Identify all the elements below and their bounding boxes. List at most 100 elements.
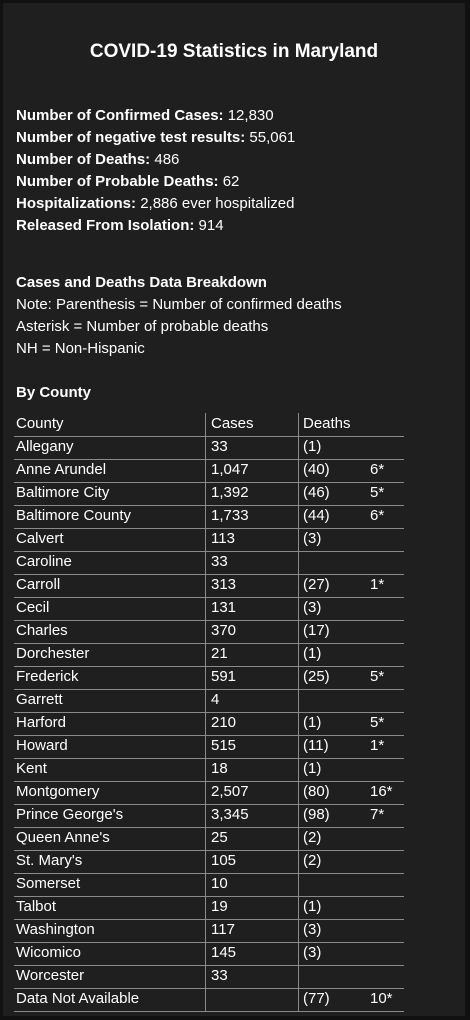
deaths-cell: (1): [303, 898, 322, 915]
stat-label: Number of Probable Deaths:: [16, 173, 219, 190]
stat-label: Number of negative test results:: [16, 129, 246, 146]
row-divider: [14, 1011, 404, 1012]
stat-label: Number of Deaths:: [16, 151, 151, 168]
county-cell: Charles: [16, 622, 68, 639]
note: Asterisk = Number of probable deaths: [16, 318, 269, 335]
deaths-cell: (3): [303, 921, 322, 938]
probable-cell: 1*: [370, 737, 385, 754]
note: Note: Parenthesis = Number of confirmed …: [16, 296, 342, 313]
row-divider: [14, 666, 404, 667]
row-divider: [14, 735, 404, 736]
row-divider: [14, 919, 404, 920]
county-cell: Wicomico: [16, 944, 82, 961]
probable-cell: 5*: [370, 668, 385, 685]
county-cell: Harford: [16, 714, 67, 731]
deaths-cell: (1): [303, 645, 322, 662]
deaths-cell: (80): [303, 783, 330, 800]
column-header: Deaths: [303, 415, 351, 432]
row-divider: [14, 873, 404, 874]
probable-cell: 6*: [370, 461, 385, 478]
cases-cell: 2,507: [211, 783, 249, 800]
row-divider: [14, 551, 404, 552]
cases-cell: 515: [211, 737, 237, 754]
county-cell: Baltimore County: [16, 507, 132, 524]
row-divider: [14, 574, 404, 575]
deaths-cell: (1): [303, 714, 322, 731]
probable-cell: 16*: [370, 783, 393, 800]
row-divider: [14, 689, 404, 690]
county-cell: Garrett: [16, 691, 63, 708]
probable-cell: 5*: [370, 484, 385, 501]
county-cell: Cecil: [16, 599, 50, 616]
deaths-cell: (2): [303, 829, 322, 846]
county-cell: Anne Arundel: [16, 461, 107, 478]
county-cell: Queen Anne's: [16, 829, 110, 846]
cases-cell: 370: [211, 622, 237, 639]
probable-cell: 7*: [370, 806, 385, 823]
row-divider: [14, 758, 404, 759]
cases-cell: 33: [211, 553, 228, 570]
county-cell: Howard: [16, 737, 68, 754]
county-cell: Talbot: [16, 898, 57, 915]
cases-cell: 591: [211, 668, 237, 685]
column-divider: [205, 413, 206, 1011]
row-divider: [14, 988, 404, 989]
row-divider: [14, 528, 404, 529]
note: NH = Non-Hispanic: [16, 340, 145, 357]
county-cell: Baltimore City: [16, 484, 110, 501]
county-cell: Washington: [16, 921, 95, 938]
row-divider: [14, 505, 404, 506]
row-divider: [14, 436, 404, 437]
stat-line: Number of negative test results: 55,061: [16, 127, 295, 149]
deaths-cell: (2): [303, 852, 322, 869]
cases-cell: 4: [211, 691, 220, 708]
section-heading: By County: [16, 384, 91, 401]
stat-label: Number of Confirmed Cases:: [16, 107, 224, 124]
cases-cell: 131: [211, 599, 237, 616]
county-cell: St. Mary's: [16, 852, 83, 869]
column-divider: [298, 413, 299, 1011]
panel: COVID-19 Statistics in Maryland Number o…: [3, 3, 465, 1016]
stat-line: Hospitalizations: 2,886 ever hospitalize…: [16, 193, 294, 215]
stat-line: Number of Deaths: 486: [16, 149, 179, 171]
cases-cell: 1,733: [211, 507, 249, 524]
probable-cell: 1*: [370, 576, 385, 593]
section-heading: Cases and Deaths Data Breakdown: [16, 274, 267, 291]
deaths-cell: (27): [303, 576, 330, 593]
column-header: Cases: [211, 415, 254, 432]
county-cell: Calvert: [16, 530, 64, 547]
deaths-cell: (98): [303, 806, 330, 823]
deaths-cell: (25): [303, 668, 330, 685]
stat-line: Number of Confirmed Cases: 12,830: [16, 105, 274, 127]
county-cell: Kent: [16, 760, 47, 777]
cases-cell: 105: [211, 852, 237, 869]
cases-cell: 210: [211, 714, 237, 731]
row-divider: [14, 712, 404, 713]
row-divider: [14, 482, 404, 483]
cases-cell: 21: [211, 645, 228, 662]
stat-value: 62: [222, 173, 240, 190]
deaths-cell: (46): [303, 484, 330, 501]
deaths-cell: (1): [303, 438, 322, 455]
stat-line: Released From Isolation: 914: [16, 215, 224, 237]
county-cell: Somerset: [16, 875, 81, 892]
row-divider: [14, 620, 404, 621]
cases-cell: 18: [211, 760, 228, 777]
row-divider: [14, 643, 404, 644]
county-cell: Caroline: [16, 553, 72, 570]
county-cell: Data Not Available: [16, 990, 140, 1007]
cases-cell: 33: [211, 967, 228, 984]
row-divider: [14, 781, 404, 782]
probable-cell: 6*: [370, 507, 385, 524]
cases-cell: 113: [211, 530, 235, 547]
county-cell: Carroll: [16, 576, 61, 593]
stat-value: 12,830: [227, 107, 274, 124]
cases-cell: 1,047: [211, 461, 249, 478]
probable-cell: 5*: [370, 714, 385, 731]
stat-label: Released From Isolation:: [16, 217, 195, 234]
probable-cell: 10*: [370, 990, 393, 1007]
cases-cell: 10: [211, 875, 228, 892]
title: COVID-19 Statistics in Maryland: [89, 41, 379, 62]
stat-value: 2,886 ever hospitalized: [140, 195, 295, 212]
deaths-cell: (17): [303, 622, 330, 639]
